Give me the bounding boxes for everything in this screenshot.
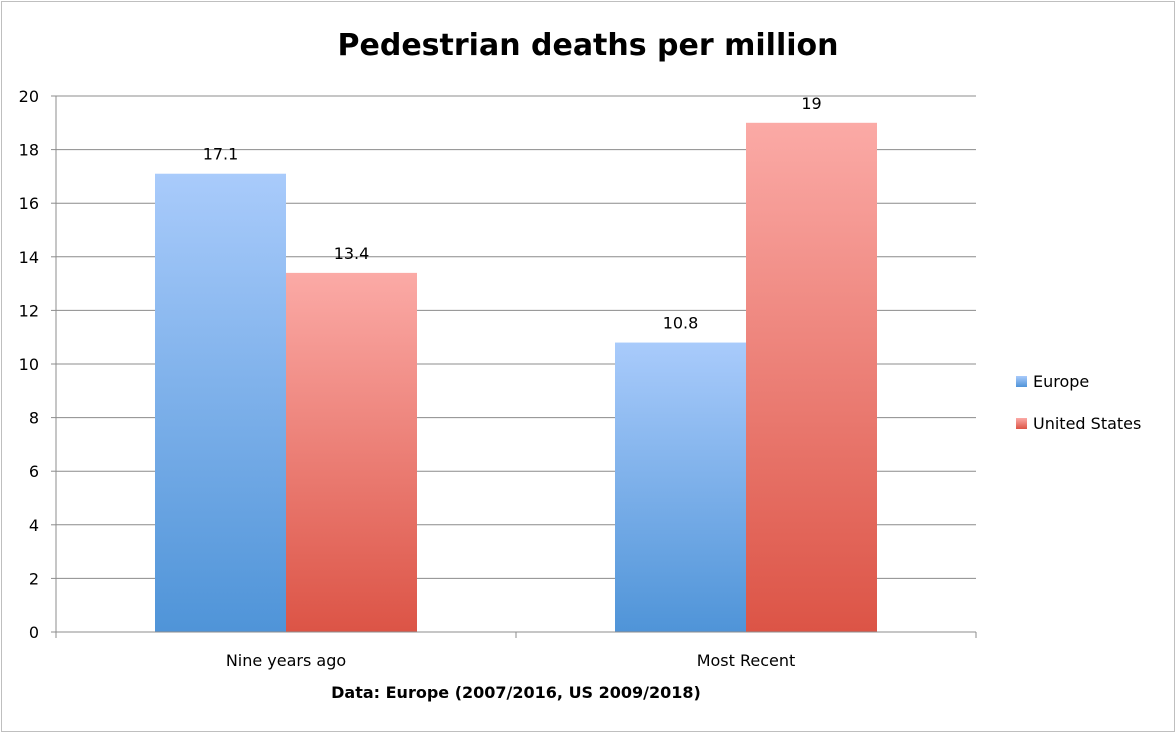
legend-label-europe: Europe	[1033, 371, 1090, 391]
ytick-label: 10	[19, 355, 39, 374]
ytick-label: 18	[19, 141, 39, 160]
x-axis-title: Data: Europe (2007/2016, US 2009/2018)	[331, 683, 701, 702]
ytick-label: 0	[29, 623, 39, 642]
chart-title: Pedestrian deaths per million	[337, 28, 839, 63]
labels: 17.1 13.4 Nine years ago 10.8 19 Most Recent D…	[203, 94, 822, 702]
axes: 0 2 4 6 8 10 12 14 16 18 20	[19, 87, 977, 642]
data-label-united-states-most-recent: 19	[801, 94, 821, 113]
ytick-label: 12	[19, 301, 39, 320]
bars	[155, 122, 877, 633]
legend-item-united-states: United States	[1016, 412, 1141, 434]
legend: Europe United States	[1016, 370, 1141, 454]
ytick-label: 2	[29, 569, 39, 588]
bar-united-states-most-recent	[746, 122, 877, 633]
ytick-label: 4	[29, 516, 39, 535]
ytick-label: 14	[19, 248, 39, 267]
ytick-label: 8	[29, 409, 39, 428]
data-label-europe-nine-years-ago: 17.1	[203, 145, 239, 164]
xtick-label-most-recent: Most Recent	[697, 651, 796, 670]
bar-united-states-nine-years-ago	[286, 272, 417, 632]
ytick-label: 20	[19, 87, 39, 106]
bar-europe-most-recent	[615, 342, 746, 632]
legend-swatch-united-states	[1016, 417, 1027, 429]
bar-europe-nine-years-ago	[155, 173, 286, 632]
ytick-label: 16	[19, 194, 39, 213]
xtick-label-nine-years-ago: Nine years ago	[226, 651, 346, 670]
data-label-united-states-nine-years-ago: 13.4	[334, 244, 370, 263]
legend-label-united-states: United States	[1033, 413, 1142, 433]
data-label-europe-most-recent: 10.8	[663, 314, 699, 333]
legend-item-europe: Europe	[1016, 370, 1141, 392]
legend-swatch-europe	[1016, 375, 1027, 387]
ytick-label: 6	[29, 462, 39, 481]
